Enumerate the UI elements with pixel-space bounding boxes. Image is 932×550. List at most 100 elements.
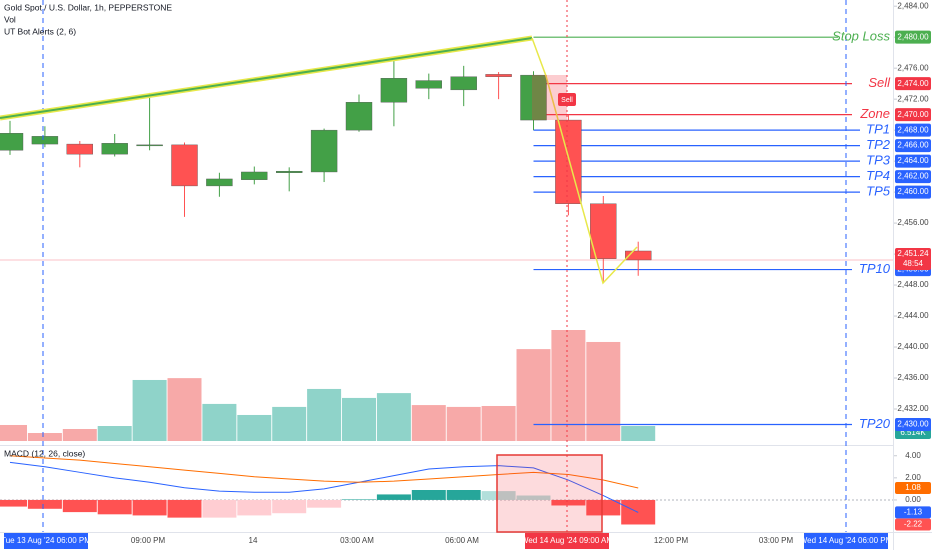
- candle-body: [31, 136, 59, 145]
- volume-bar: [237, 414, 272, 441]
- y-tick-label: 2,476.00: [897, 63, 929, 72]
- macd-histogram-bar: [411, 490, 446, 500]
- level-price-box: [895, 170, 931, 184]
- macd-histogram-bar: [376, 494, 411, 500]
- candle-body: [345, 102, 373, 131]
- macd-histogram-bar: [237, 499, 272, 516]
- volume-bar: [167, 378, 202, 441]
- candle-body: [241, 171, 268, 180]
- macd-histogram-bar: [27, 499, 62, 509]
- macd-histogram-bar: [97, 499, 132, 515]
- y-tick-label: 2,456.00: [897, 218, 929, 227]
- volume-bar: [621, 425, 656, 441]
- level-name: TP5: [866, 184, 891, 199]
- candle-body: [171, 144, 198, 187]
- level-name: TP3: [866, 153, 891, 168]
- x-tick-label: 03:00 PM: [759, 536, 794, 545]
- candle-body: [590, 203, 617, 259]
- y-tick-label: 2,484.00: [897, 1, 929, 10]
- level-price-box: [895, 77, 931, 91]
- macd-value-label: 1.08: [905, 483, 921, 492]
- level-price-label: 2,466.00: [897, 141, 929, 150]
- macd-histogram-bar: [586, 499, 621, 516]
- macd-value-label: -1.13: [904, 508, 923, 517]
- macd-line: [9, 461, 639, 513]
- volume-bar: [342, 397, 376, 441]
- candle-body: [450, 76, 477, 91]
- candle-body: [520, 74, 547, 121]
- macd-line: [9, 455, 639, 489]
- time-highlight: [804, 533, 888, 549]
- macd-value-box: [895, 506, 931, 519]
- x-tick-label: Tue 13 Aug '24 06:00 PM: [1, 536, 91, 545]
- level-price-box: [895, 154, 931, 168]
- x-tick-label: 09:00 PM: [131, 536, 166, 545]
- volume-bar: [202, 403, 237, 441]
- candle-body: [136, 144, 163, 147]
- volume-bar: [446, 406, 481, 441]
- macd-value-label: -2.22: [904, 520, 923, 529]
- x-tick-label: 06:00 AM: [445, 536, 479, 545]
- x-tick-label: 12:00 PM: [654, 536, 689, 545]
- volume-bar: [307, 388, 342, 441]
- chart-title: Gold Spot / U.S. Dollar, 1h, PEPPERSTONE: [4, 2, 172, 12]
- candle-body: [310, 129, 338, 173]
- zigzag-line: [531, 37, 638, 285]
- volume-bar: [272, 406, 307, 441]
- time-highlight: [4, 533, 88, 549]
- level-price-box: [895, 418, 931, 432]
- macd-histogram-bar: [132, 499, 167, 516]
- volume-bar: [27, 433, 62, 441]
- volume-bar: [132, 379, 167, 441]
- level-price-label: 2,462.00: [897, 172, 929, 181]
- volume-bar: [62, 429, 97, 441]
- candle-body: [380, 78, 408, 103]
- level-price-label: 2,480.00: [897, 32, 929, 41]
- signal-label: Sell: [561, 97, 573, 104]
- level-name: TP2: [866, 137, 891, 152]
- volume-bar: [551, 330, 586, 441]
- level-price-box: [895, 108, 931, 122]
- x-tick-label: 03:00 AM: [340, 536, 374, 545]
- volume-label: Vol: [4, 14, 16, 24]
- macd-histogram-bar: [307, 499, 342, 508]
- level-price-box: [895, 185, 931, 199]
- candle-body: [0, 133, 24, 151]
- candle-body: [625, 250, 652, 261]
- last-price-label: 2,451.24: [897, 249, 929, 258]
- volume-bar: [586, 341, 621, 441]
- level-name: TP4: [866, 168, 890, 183]
- macd-value-box: [895, 518, 931, 531]
- macd-histogram-bar: [0, 499, 27, 507]
- signal-badge: [558, 93, 576, 106]
- candle-body: [276, 170, 303, 173]
- level-price-label: 2,468.00: [897, 125, 929, 134]
- level-price-label: 2,464.00: [897, 156, 929, 165]
- level-price-label: 2,460.00: [897, 187, 929, 196]
- volume-value-label: 6.514K: [900, 428, 926, 437]
- macd-histogram-bar: [272, 499, 307, 514]
- y-tick-label: 2,436.00: [897, 373, 929, 382]
- level-name: TP1: [866, 122, 890, 137]
- macd-histogram-bar: [202, 499, 237, 518]
- y-tick-label: 2,472.00: [897, 94, 929, 103]
- level-name: Stop Loss: [832, 29, 890, 44]
- background-layer: 2,484.00 2,480.00 2,476.00 2,472.00 2,468.00…: [0, 1, 929, 525]
- indicator-label: UT Bot Alerts (2, 6): [4, 26, 76, 36]
- candle-body: [66, 143, 94, 155]
- macd-histogram-bar: [551, 499, 586, 506]
- macd-highlight: [496, 454, 603, 533]
- volume-bar: [97, 426, 132, 441]
- last-price-box: [895, 247, 931, 270]
- macd-histogram-bar: [481, 491, 516, 500]
- y-tick-label: 2,444.00: [897, 311, 929, 320]
- macd-histogram-bar: [342, 499, 376, 500]
- y-tick-label: 2,440.00: [897, 342, 929, 351]
- level-name: Zone: [859, 106, 890, 121]
- macd-title: MACD (12, 26, close): [4, 448, 85, 458]
- volume-bar: [0, 424, 27, 441]
- time-highlight: [525, 533, 609, 549]
- macd-histogram-bar: [167, 499, 202, 518]
